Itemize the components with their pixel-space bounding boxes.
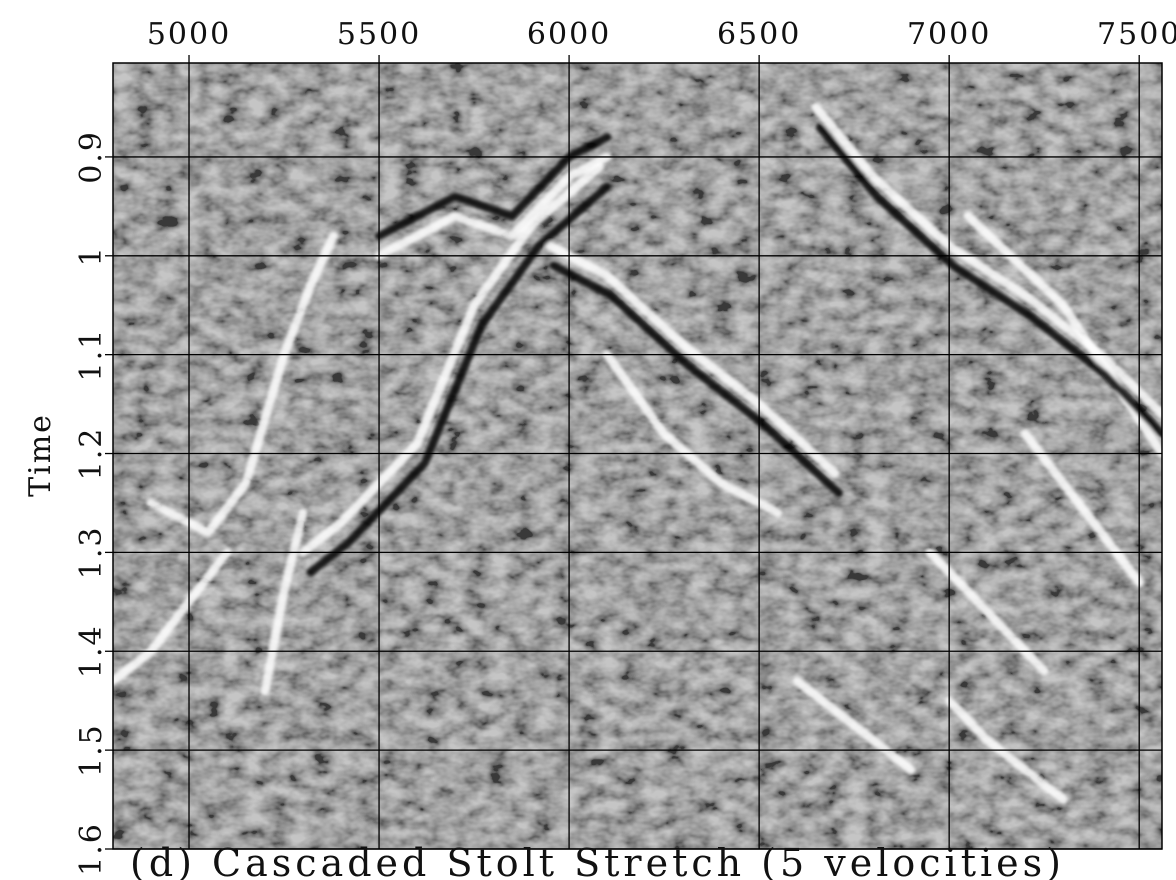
reflection-event: [815, 123, 1162, 438]
x-tick-label: 5500: [337, 17, 421, 52]
reflection-event: [549, 261, 843, 498]
seismic-image: [113, 63, 1162, 849]
reflection-event: [792, 676, 916, 775]
reflection-event: [298, 162, 604, 557]
x-tick-label: 7000: [907, 17, 991, 52]
y-tick-label: 0.9: [74, 130, 109, 184]
reflection-event: [375, 133, 612, 240]
reflection-event: [545, 241, 840, 478]
reflection-event: [306, 182, 612, 577]
plot-frame: [112, 62, 1163, 850]
reflection-event: [602, 350, 783, 518]
x-tick-label: 6500: [717, 17, 801, 52]
reflection-event: [146, 231, 338, 538]
reflection-event: [260, 508, 308, 696]
reflection-event: [374, 152, 612, 261]
y-tick-label: 1.2: [74, 427, 109, 481]
reflection-event: [944, 696, 1068, 805]
y-tick-label: 1.5: [74, 723, 109, 777]
x-tick-label: 7500: [1097, 17, 1176, 52]
x-tick-label: 5000: [147, 17, 231, 52]
y-tick-label: 1.4: [74, 624, 109, 678]
reflection-event: [811, 103, 1162, 419]
y-axis-ticks: 0.9 1 1.1 1.2 1.3 1.4 1.5 1.6: [74, 130, 113, 876]
y-tick-label: 1.1: [74, 328, 109, 382]
seismic-noise-texture: [113, 63, 1162, 849]
y-tick-label: 1.6: [74, 822, 109, 876]
x-axis-ticks: 5000 5500 6000 6500 7000 7500: [147, 17, 1176, 63]
reflection-event: [113, 547, 232, 686]
figure-caption: (d) Cascaded Stolt Stretch (5 velocities…: [130, 841, 1065, 880]
reflection-event: [1020, 429, 1144, 587]
y-axis-title: Time: [23, 413, 58, 497]
y-tick-label: 1: [74, 245, 109, 266]
x-tick-label: 6000: [527, 17, 611, 52]
reflection-events: [113, 103, 1162, 805]
y-tick-label: 1.3: [74, 526, 109, 580]
